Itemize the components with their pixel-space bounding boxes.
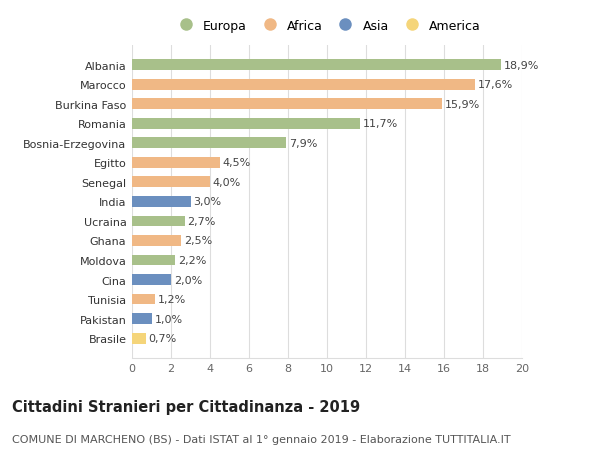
Text: 4,5%: 4,5% [223,158,251,168]
Text: 7,9%: 7,9% [289,139,317,148]
Text: 4,0%: 4,0% [213,178,241,187]
Text: 1,0%: 1,0% [154,314,182,324]
Bar [132,294,155,305]
Text: 17,6%: 17,6% [478,80,514,90]
Bar [132,79,475,90]
Bar [132,313,151,325]
Text: 2,7%: 2,7% [188,217,216,226]
Text: 2,2%: 2,2% [178,256,206,265]
Text: 15,9%: 15,9% [445,100,480,109]
Text: 1,2%: 1,2% [158,295,187,304]
Text: 11,7%: 11,7% [363,119,398,129]
Bar [132,333,146,344]
Text: 18,9%: 18,9% [503,61,539,70]
Bar [132,157,220,168]
Text: 3,0%: 3,0% [193,197,221,207]
Bar [132,118,360,129]
Bar [132,138,286,149]
Bar [132,99,442,110]
Text: COMUNE DI MARCHENO (BS) - Dati ISTAT al 1° gennaio 2019 - Elaborazione TUTTITALI: COMUNE DI MARCHENO (BS) - Dati ISTAT al … [12,434,511,444]
Text: 2,0%: 2,0% [174,275,202,285]
Bar [132,177,210,188]
Bar [132,216,185,227]
Text: Cittadini Stranieri per Cittadinanza - 2019: Cittadini Stranieri per Cittadinanza - 2… [12,399,360,414]
Legend: Europa, Africa, Asia, America: Europa, Africa, Asia, America [168,15,486,38]
Bar [132,60,500,71]
Bar [132,274,171,285]
Bar [132,235,181,246]
Text: 0,7%: 0,7% [149,334,177,343]
Bar [132,255,175,266]
Text: 2,5%: 2,5% [184,236,212,246]
Bar [132,196,191,207]
